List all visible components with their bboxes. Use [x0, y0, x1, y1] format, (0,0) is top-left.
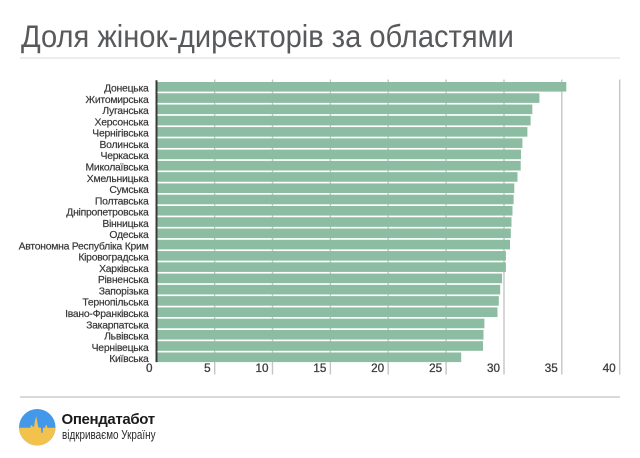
svg-text:Донецька: Донецька	[104, 84, 149, 95]
svg-text:Одеська: Одеська	[109, 230, 149, 241]
svg-text:Миколаївська: Миколаївська	[86, 162, 149, 173]
svg-text:Чернівецька: Чернівецька	[92, 343, 149, 354]
svg-text:Хмельницька: Хмельницька	[87, 174, 149, 185]
svg-text:Волинська: Волинська	[100, 140, 149, 151]
svg-text:Херсонська: Херсонська	[95, 117, 149, 128]
svg-text:Житомирська: Житомирська	[86, 95, 149, 106]
svg-text:35: 35	[545, 362, 559, 375]
svg-text:5: 5	[204, 362, 211, 375]
svg-text:Львівська: Львівська	[104, 332, 149, 343]
svg-text:0: 0	[146, 362, 153, 375]
svg-text:Івано-Франківська: Івано-Франківська	[65, 309, 149, 320]
svg-text:15: 15	[313, 362, 327, 375]
svg-text:30: 30	[487, 362, 501, 375]
svg-text:Луганська: Луганська	[102, 106, 149, 117]
svg-text:Чернігівська: Чернігівська	[92, 129, 149, 140]
svg-text:Запорізька: Запорізька	[99, 286, 149, 297]
svg-text:10: 10	[255, 362, 269, 375]
svg-text:Автономна Республіка Крим: Автономна Республіка Крим	[19, 240, 149, 252]
svg-text:Дніпропетровська: Дніпропетровська	[66, 208, 149, 219]
svg-text:Кіровоградська: Кіровоградська	[78, 253, 149, 264]
svg-text:Рівненська: Рівненська	[98, 275, 149, 286]
svg-text:Черкаська: Черкаська	[101, 151, 149, 162]
svg-text:40: 40	[603, 362, 617, 375]
svg-text:Київська: Київська	[109, 354, 149, 365]
svg-text:Тернопільська: Тернопільська	[82, 298, 149, 309]
svg-text:25: 25	[429, 362, 443, 375]
svg-text:Харківська: Харківська	[99, 264, 149, 275]
svg-text:20: 20	[371, 362, 385, 375]
svg-text:Полтавська: Полтавська	[95, 196, 149, 207]
svg-text:Вінницька: Вінницька	[102, 219, 149, 230]
svg-text:Сумська: Сумська	[109, 185, 149, 196]
svg-text:Закарпатська: Закарпатська	[86, 320, 149, 331]
